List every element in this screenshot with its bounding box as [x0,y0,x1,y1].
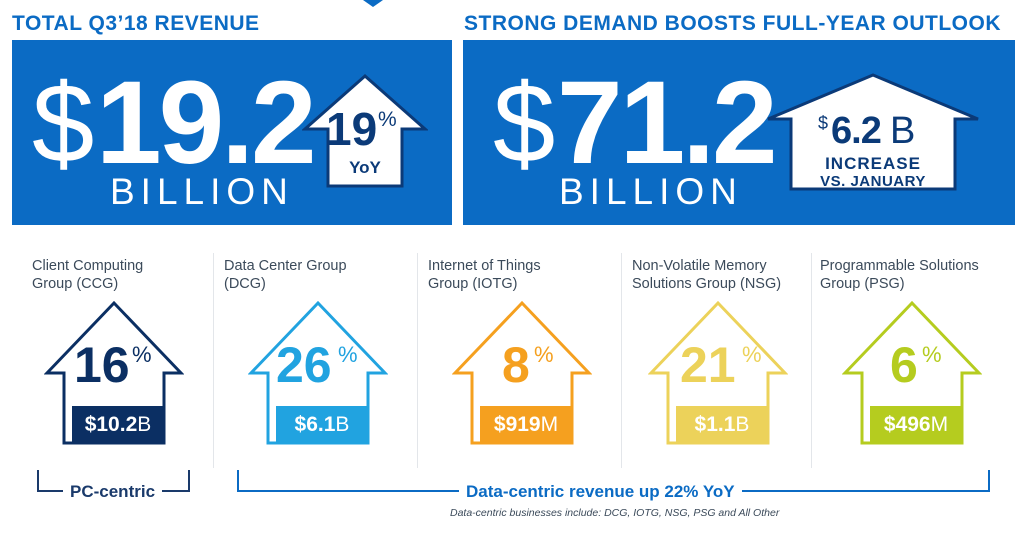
outlook-increase-house-icon: $ 6.2 B INCREASE VS. JANUARY [765,72,981,192]
segment-revenue-unit: B [335,413,350,436]
segment-growth-value: 8 [502,337,530,393]
segment-growth-value: 21 [680,337,736,393]
segment-ccg: Client Computing Group (CCG) 16 % $10.2B [32,257,222,457]
segment-name: Non-Volatile Memory Solutions Group (NSG… [632,257,781,293]
data-centric-footnote: Data-centric businesses include: DCG, IO… [450,507,780,519]
column-divider [213,253,214,468]
segment-revenue-value: $6.1 [294,413,336,436]
outlook-unit: BILLION [559,171,743,212]
house-arrow-icon [842,300,982,445]
segment-growth-percent-sign: % [922,342,942,367]
segment-name-line2: (DCG) [224,276,266,292]
column-divider [811,253,812,468]
column-divider [417,253,418,468]
pc-centric-label: PC-centric [63,482,163,502]
house-arrow-icon [648,300,788,445]
segment-psg: Programmable Solutions Group (PSG) 6 % $… [820,257,1010,457]
increase-label: INCREASE [825,154,921,173]
segment-revenue-unit: B [735,413,750,436]
increase-value: 6.2 [831,110,882,152]
segment-name-line1: Internet of Things [428,258,541,274]
house-outline-icon [767,73,979,191]
q3-revenue-panel: $ 19.2 BILLION 19 % YoY [12,40,452,225]
segment-name-line1: Programmable Solutions [820,258,979,274]
segment-revenue: $919M [480,406,572,443]
segment-growth-value: 6 [890,337,918,393]
segment-name: Data Center Group (DCG) [224,257,347,293]
data-centric-label: Data-centric revenue up 22% YoY [459,482,742,502]
house-arrow-icon [452,300,592,445]
headline-total-revenue: TOTAL Q3’18 REVENUE [12,12,260,35]
segment-nsg: Non-Volatile Memory Solutions Group (NSG… [632,257,822,457]
segment-name-line1: Data Center Group [224,258,347,274]
segment-growth-house-icon: 21 % $1.1B [648,300,788,448]
column-divider [621,253,622,468]
segment-growth-percent-sign: % [742,342,762,367]
segment-revenue: $10.2B [72,406,164,443]
house-arrow-icon [248,300,388,445]
segment-name-line1: Non-Volatile Memory [632,258,767,274]
segment-growth-house-icon: 26 % $6.1B [248,300,388,448]
segment-name-line2: Group (PSG) [820,276,905,292]
segment-revenue-value: $1.1 [694,413,736,436]
q3-revenue-value: 19.2 [96,57,317,189]
outlook-currency: $ [493,61,556,186]
segment-name-line2: Solutions Group (NSG) [632,276,782,292]
top-notch-marker [363,0,383,7]
segment-revenue-value: $10.2 [84,413,138,436]
segment-growth-house-icon: 8 % $919M [452,300,592,448]
increase-unit: B [890,110,916,152]
q3-revenue-currency: $ [32,61,95,186]
headline-outlook: STRONG DEMAND BOOSTS FULL-YEAR OUTLOOK [464,12,1001,35]
segment-name-line1: Client Computing [32,258,144,274]
yoy-growth-percent-sign: % [378,108,397,131]
segment-growth-percent-sign: % [132,342,152,367]
segment-revenue-unit: B [137,413,152,436]
increase-comparison: VS. JANUARY [820,173,926,190]
segment-iotg: Internet of Things Group (IOTG) 8 % $919… [428,257,618,457]
segment-growth-house-icon: 16 % $10.2B [44,300,184,448]
segment-growth-percent-sign: % [534,342,554,367]
segment-revenue: $496M [870,406,962,443]
outlook-value: 71.2 [557,57,778,189]
segment-growth-value: 26 [276,337,332,393]
segment-name-line2: Group (IOTG) [428,276,518,292]
segment-revenue-value: $496 [883,413,931,436]
outlook-panel: $ 71.2 BILLION $ 6.2 B INCREASE VS. JANU… [463,40,1015,225]
yoy-growth-label: YoY [349,158,381,177]
house-outline-icon [302,73,428,188]
house-arrow-icon [44,300,184,445]
segment-revenue-value: $919 [493,413,541,436]
q3-revenue-unit: BILLION [110,171,294,212]
segment-growth-house-icon: 6 % $496M [842,300,982,448]
segment-name: Programmable Solutions Group (PSG) [820,257,979,293]
segment-revenue: $1.1B [676,406,768,443]
segment-name: Client Computing Group (CCG) [32,257,143,293]
segment-revenue-unit: M [540,413,559,436]
yoy-growth-house-icon: 19 % YoY [302,73,428,189]
segment-name: Internet of Things Group (IOTG) [428,257,541,293]
segment-revenue: $6.1B [276,406,368,443]
yoy-growth-value: 19 [326,103,378,155]
increase-currency: $ [818,113,829,133]
segment-growth-value: 16 [74,337,130,393]
segment-revenue-unit: M [930,413,949,436]
segment-name-line2: Group (CCG) [32,276,119,292]
segment-dcg: Data Center Group (DCG) 26 % $6.1B [224,257,414,457]
segment-growth-percent-sign: % [338,342,358,367]
